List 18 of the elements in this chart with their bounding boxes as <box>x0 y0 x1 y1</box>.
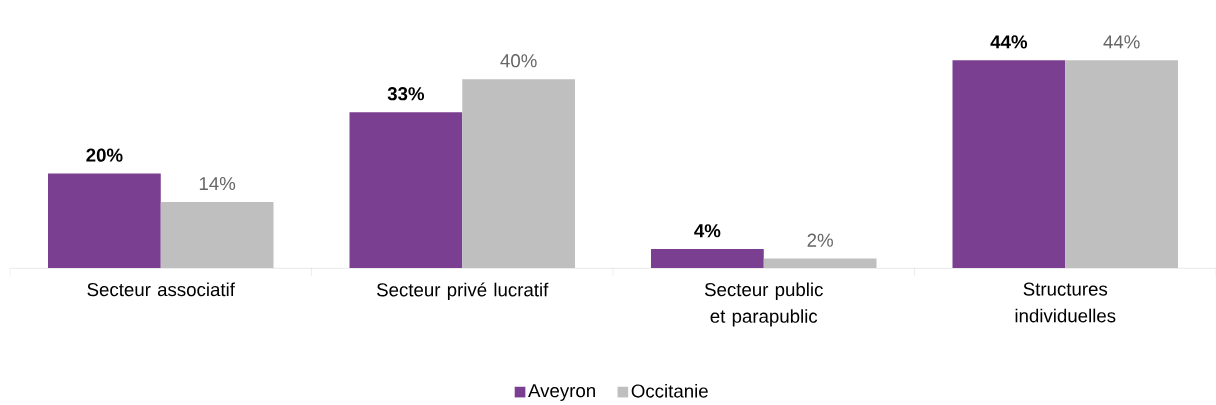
legend-label: Occitanie <box>631 383 708 398</box>
bar <box>349 112 463 268</box>
bar <box>48 173 161 268</box>
data-label: 33% <box>387 87 425 101</box>
x-tick-label: Secteur associatif <box>87 282 235 297</box>
data-label: 40% <box>500 54 537 68</box>
data-label: 44% <box>1103 35 1140 49</box>
data-label: 44% <box>990 35 1028 49</box>
data-label: 20% <box>86 148 123 162</box>
x-tick-label: Secteur privé lucratif <box>377 282 549 301</box>
data-label: 4% <box>694 224 721 238</box>
x-tick-label: Secteur public et parapublic <box>704 282 823 327</box>
bar <box>651 249 764 268</box>
data-label: 14% <box>199 177 236 191</box>
x-tick-label: Structures individuelles <box>1015 282 1116 323</box>
data-label: 2% <box>807 233 833 247</box>
bar <box>952 60 1066 268</box>
legend-label: Aveyron <box>528 384 595 401</box>
